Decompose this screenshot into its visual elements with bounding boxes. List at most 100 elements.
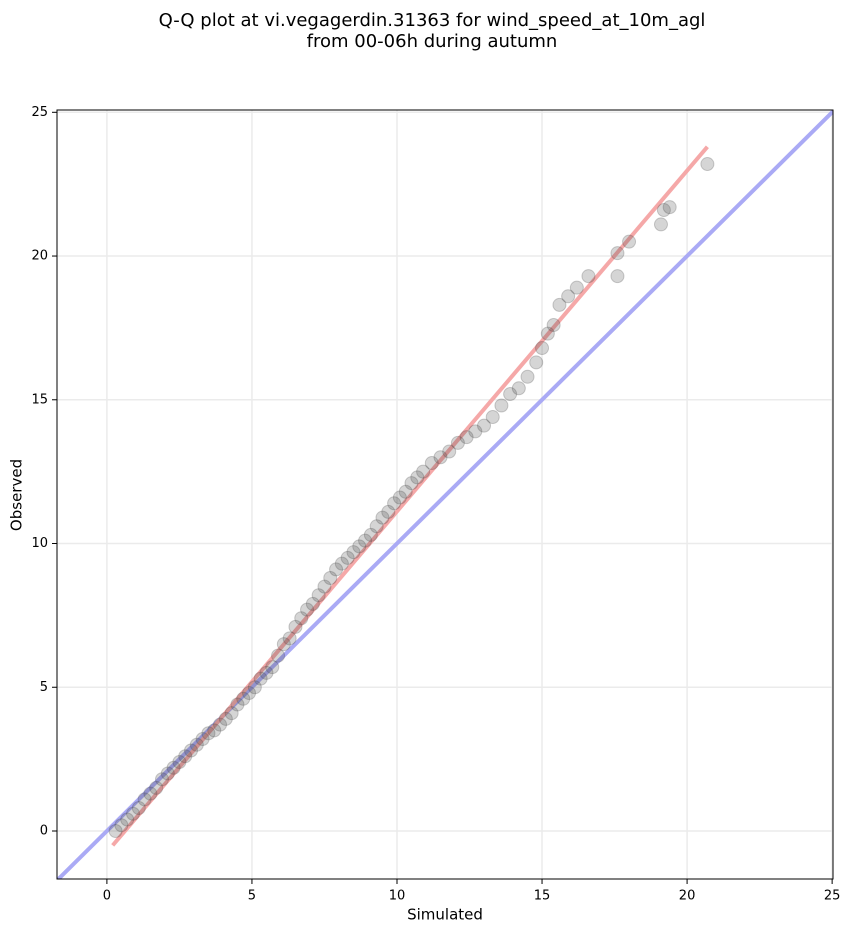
point	[363, 527, 378, 542]
point	[662, 200, 677, 215]
point	[224, 706, 239, 721]
point	[352, 539, 367, 554]
y-tick-label: 5	[40, 680, 48, 695]
point	[323, 571, 338, 586]
reference-line	[57, 110, 833, 879]
x-tick-label: 20	[679, 889, 696, 904]
point	[131, 800, 146, 815]
point	[340, 550, 355, 565]
point	[569, 280, 584, 295]
point	[494, 398, 509, 413]
point	[610, 246, 625, 261]
point	[381, 504, 396, 519]
point	[213, 717, 228, 732]
point	[369, 519, 384, 534]
point	[259, 665, 274, 680]
point	[184, 743, 199, 758]
point	[346, 545, 361, 560]
point	[189, 737, 204, 752]
point	[317, 579, 332, 594]
point	[218, 711, 233, 726]
point	[294, 611, 309, 626]
point	[305, 596, 320, 611]
point	[511, 381, 526, 396]
point	[468, 424, 483, 439]
y-tick-label: 0	[40, 823, 48, 838]
point	[433, 450, 448, 465]
point	[253, 671, 268, 686]
point	[149, 780, 164, 795]
y-tick-label: 15	[31, 392, 48, 407]
point	[282, 631, 297, 646]
point	[622, 234, 637, 249]
x-tick-label: 5	[248, 889, 256, 904]
point	[276, 637, 291, 652]
point	[392, 490, 407, 505]
x-tick-label: 15	[534, 889, 551, 904]
x-tick-label: 10	[389, 889, 406, 904]
point	[552, 297, 567, 312]
point	[143, 786, 158, 801]
point	[114, 818, 129, 833]
point	[375, 510, 390, 525]
point	[265, 660, 280, 675]
point	[404, 476, 419, 491]
point	[207, 723, 222, 738]
plot-frame	[56, 109, 834, 880]
point	[535, 341, 550, 356]
point	[247, 680, 262, 695]
point	[540, 326, 555, 341]
point	[358, 533, 373, 548]
chart-title: Q-Q plot at vi.vegagerdin.31363 for wind…	[159, 10, 706, 31]
x-tick-label: 25	[824, 889, 841, 904]
point	[653, 217, 668, 232]
point	[503, 387, 518, 402]
point	[520, 369, 535, 384]
point	[195, 731, 210, 746]
point	[329, 562, 344, 577]
point	[424, 456, 439, 471]
point	[334, 556, 349, 571]
point	[178, 749, 193, 764]
point	[529, 355, 544, 370]
point	[459, 430, 474, 445]
point	[108, 823, 123, 838]
point	[410, 470, 425, 485]
point	[236, 691, 251, 706]
y-tick-label: 10	[31, 536, 48, 551]
point	[398, 484, 413, 499]
point	[242, 686, 257, 701]
point	[166, 760, 181, 775]
x-axis-label: Simulated	[407, 906, 483, 924]
point	[201, 726, 216, 741]
point	[610, 269, 625, 284]
plot-area	[57, 110, 833, 879]
point	[416, 464, 431, 479]
y-axis-label: Observed	[8, 459, 26, 531]
point	[700, 157, 715, 172]
point	[311, 588, 326, 603]
point	[230, 697, 245, 712]
point	[561, 289, 576, 304]
point	[485, 410, 500, 425]
point	[172, 754, 187, 769]
point	[126, 806, 141, 821]
point	[288, 619, 303, 634]
fit-line	[111, 145, 709, 847]
point	[546, 318, 561, 333]
y-tick-label: 25	[31, 105, 48, 120]
y-tick-label: 20	[31, 249, 48, 264]
point	[581, 269, 596, 284]
point	[442, 444, 457, 459]
point	[155, 772, 170, 787]
point	[450, 435, 465, 450]
point	[160, 766, 175, 781]
point	[137, 792, 152, 807]
point	[656, 203, 671, 218]
chart-title: from 00-06h during autumn	[307, 31, 558, 52]
point	[300, 602, 315, 617]
x-tick-label: 0	[103, 889, 111, 904]
point	[271, 648, 286, 663]
point	[477, 418, 492, 433]
